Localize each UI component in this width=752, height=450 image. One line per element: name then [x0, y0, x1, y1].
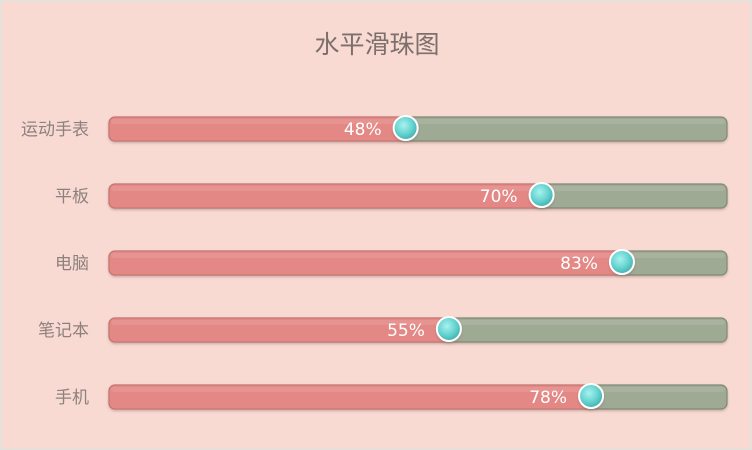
bar-highlight [111, 186, 725, 191]
bar-highlight [111, 320, 725, 325]
chart-rows: 运动手表 48% 平板 70% 电脑 83% 笔记本 55% 手机 78% [21, 115, 728, 410]
category-label: 手机 [55, 388, 89, 408]
slider-knob[interactable] [528, 182, 555, 208]
slider-row: 运动手表 48% [21, 115, 728, 142]
slider-row: 手机 78% [55, 383, 728, 410]
value-label: 78% [529, 388, 567, 408]
category-label: 平板 [55, 187, 89, 207]
slider-knob[interactable] [392, 115, 419, 141]
slider-row: 电脑 83% [55, 249, 728, 276]
category-label: 电脑 [55, 254, 89, 274]
bar-highlight [111, 253, 725, 258]
value-label: 70% [480, 187, 518, 207]
slider-row: 笔记本 55% [38, 316, 728, 343]
value-label: 55% [387, 321, 425, 341]
slider-knob[interactable] [435, 316, 462, 342]
category-label: 运动手表 [21, 120, 89, 140]
bar-highlight [111, 387, 725, 392]
slider-row: 平板 70% [55, 182, 728, 209]
slider-knob[interactable] [578, 383, 605, 409]
value-label: 83% [560, 254, 598, 274]
category-label: 笔记本 [38, 321, 89, 341]
bar-highlight [111, 119, 725, 124]
slider-knob[interactable] [608, 249, 635, 275]
chart-title: 水平滑珠图 [314, 30, 439, 59]
value-label: 48% [344, 120, 382, 140]
